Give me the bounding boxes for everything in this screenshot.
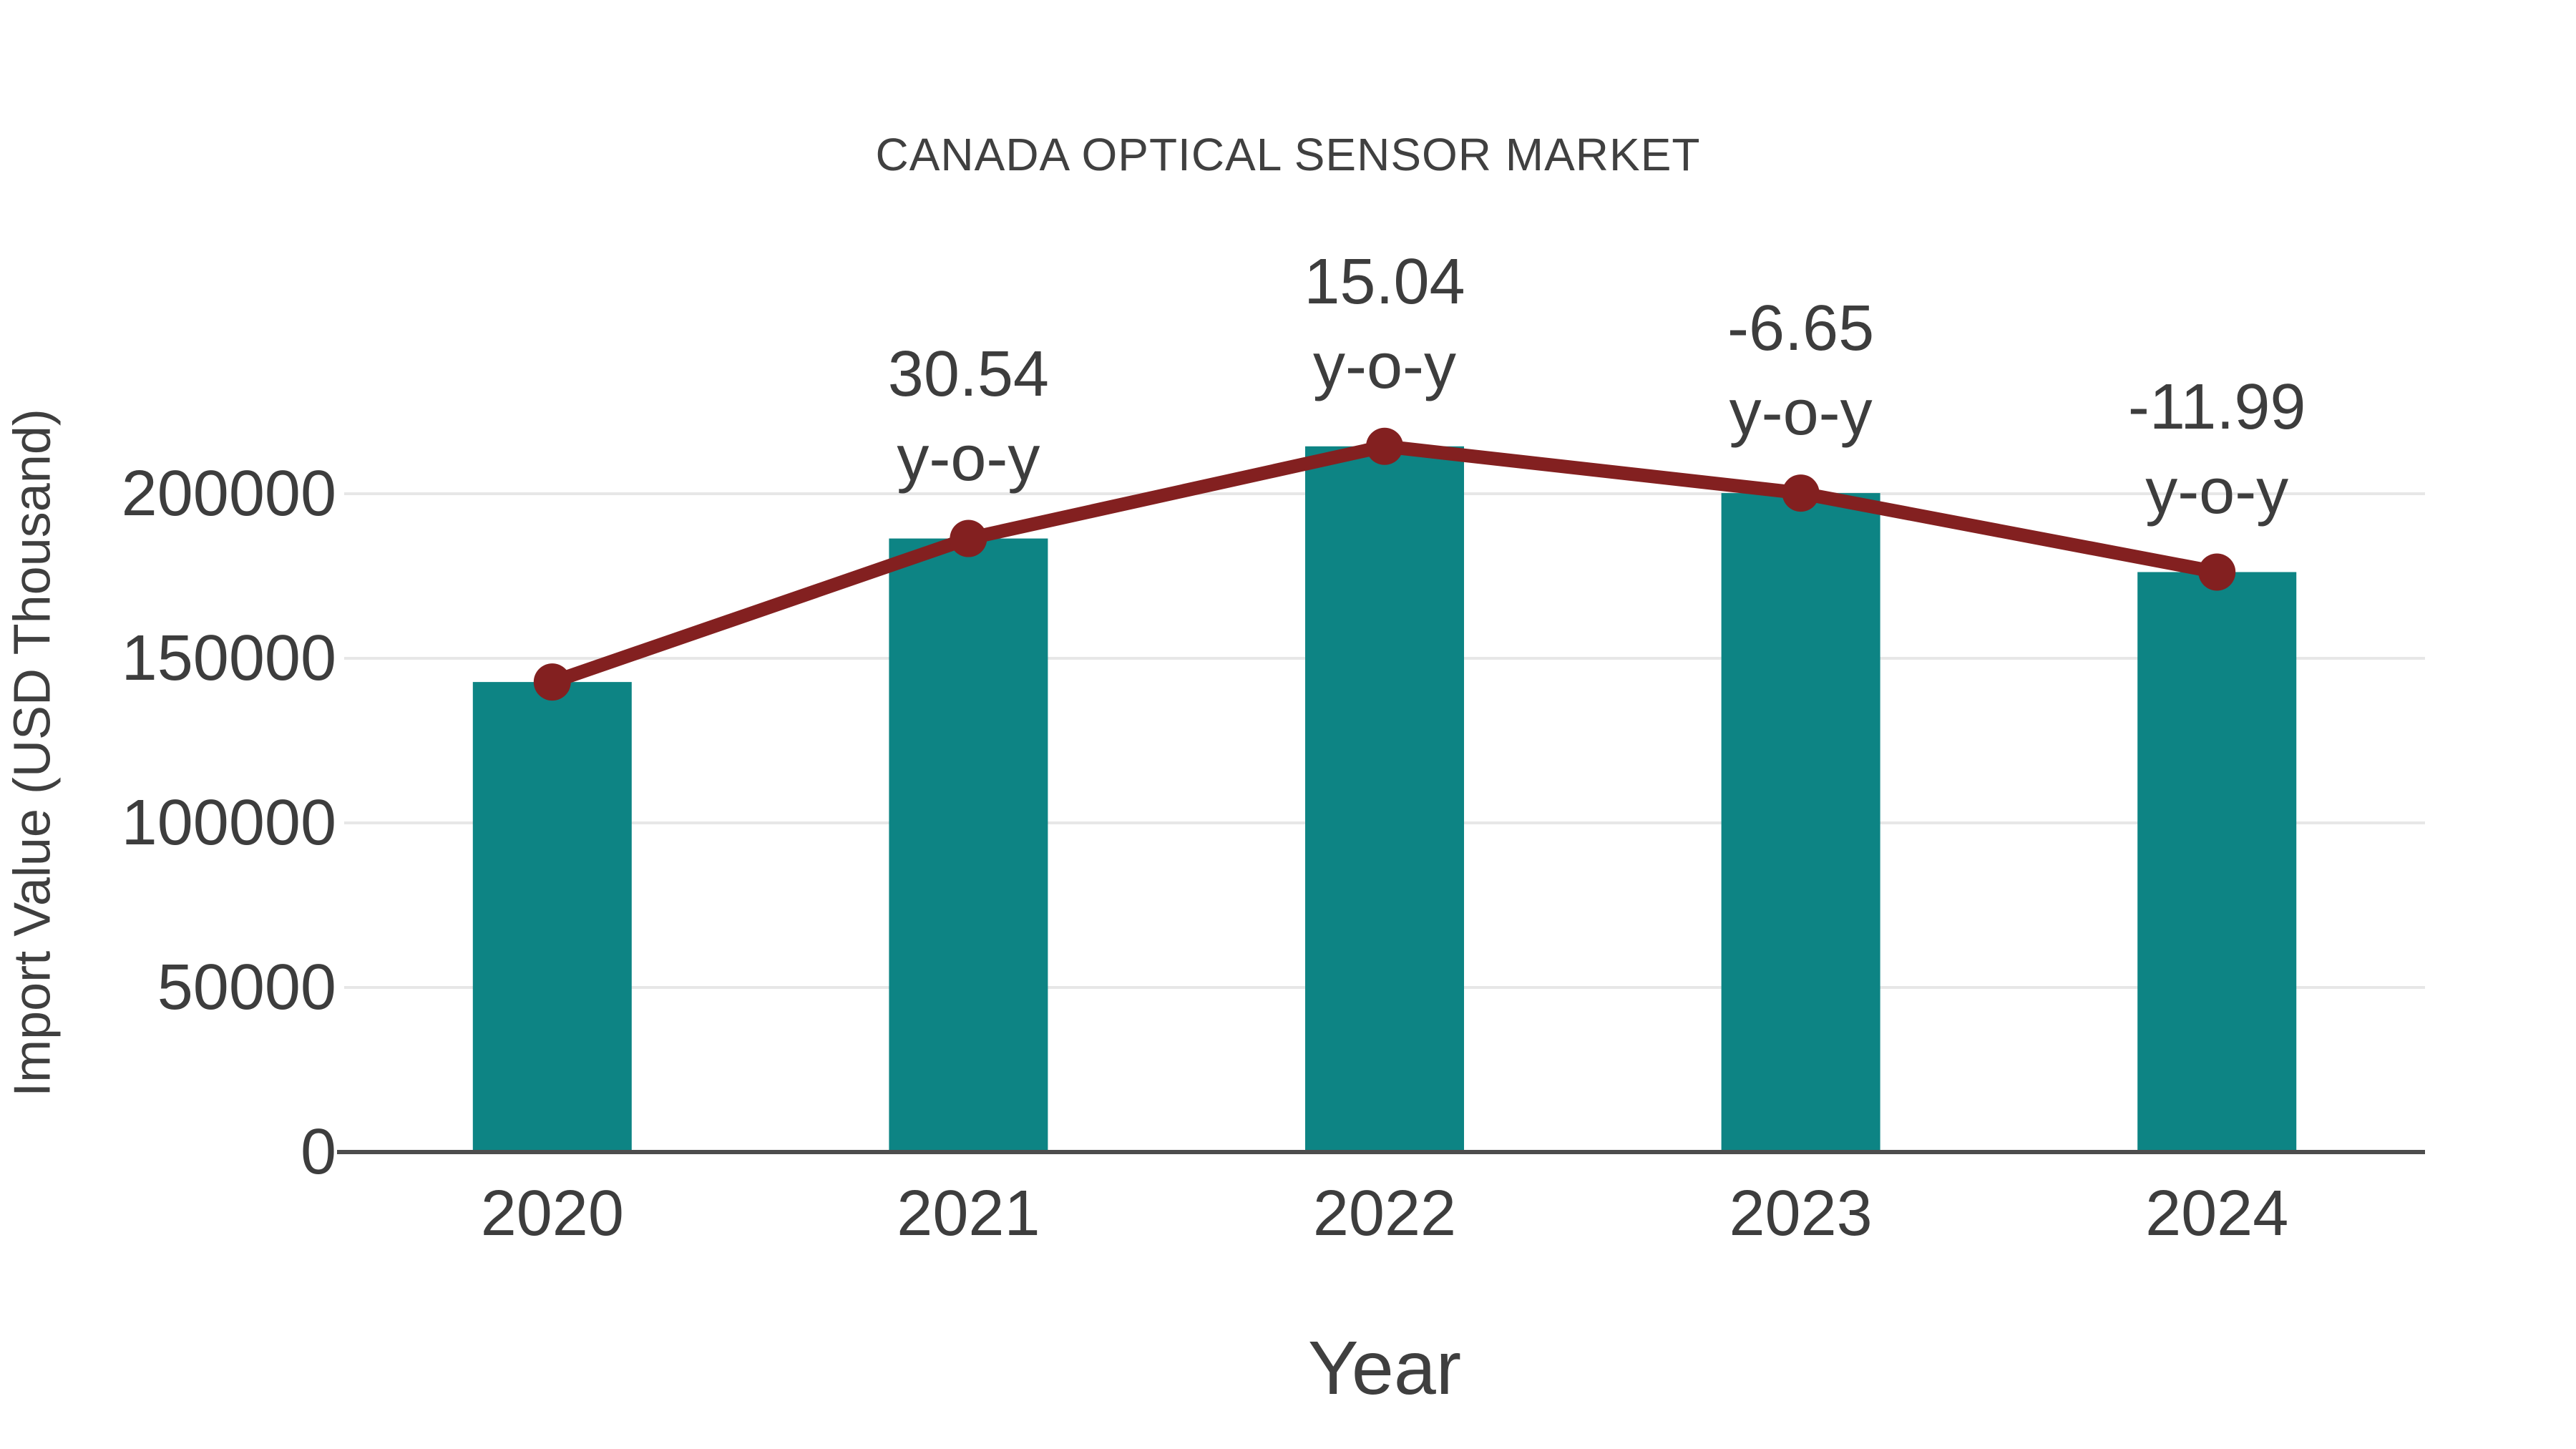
x-axis-title: Year — [1307, 1326, 1462, 1410]
y-tick-label: 150000 — [121, 623, 336, 694]
yoy-annotation-2022: 15.04 y-o-y — [1176, 240, 1593, 409]
yoy-label: y-o-y — [897, 422, 1040, 494]
chart-title: CANADA OPTICAL SENSOR MARKET — [875, 129, 1701, 180]
yoy-value: -11.99 — [2127, 371, 2306, 444]
bar-2024 — [2137, 572, 2297, 1152]
yoy-annotation-2021: 30.54 y-o-y — [761, 332, 1177, 501]
yoy-annotation-2023: -6.65 y-o-y — [1593, 286, 2009, 455]
trend-marker-2021 — [950, 519, 987, 557]
yoy-value: -6.65 — [1727, 293, 1875, 365]
yoy-value: 30.54 — [887, 338, 1049, 410]
bar-2023 — [1721, 493, 1880, 1152]
y-tick-label: 50000 — [157, 952, 336, 1023]
trend-marker-2022 — [1366, 427, 1403, 465]
x-tick-label: 2024 — [2145, 1178, 2289, 1249]
yoy-value: 15.04 — [1304, 245, 1465, 318]
bar-2022 — [1305, 446, 1464, 1152]
x-tick-label: 2022 — [1312, 1178, 1457, 1249]
x-tick-label: 2021 — [897, 1178, 1040, 1249]
trend-marker-2024 — [2198, 553, 2236, 591]
bar-2021 — [889, 538, 1048, 1152]
bar-2020 — [472, 682, 632, 1152]
yoy-label: y-o-y — [1312, 330, 1456, 402]
y-tick-label: 0 — [300, 1116, 336, 1188]
yoy-label: y-o-y — [2145, 456, 2289, 528]
trend-marker-2023 — [1782, 474, 1820, 512]
y-tick-label: 200000 — [121, 458, 336, 530]
yoy-label: y-o-y — [1729, 377, 1873, 449]
y-tick-label: 100000 — [121, 787, 336, 859]
x-tick-label: 2020 — [480, 1178, 624, 1249]
trend-marker-2020 — [533, 663, 571, 701]
yoy-annotation-2024: -11.99 y-o-y — [2009, 365, 2425, 534]
x-tick-label: 2023 — [1729, 1178, 1873, 1249]
